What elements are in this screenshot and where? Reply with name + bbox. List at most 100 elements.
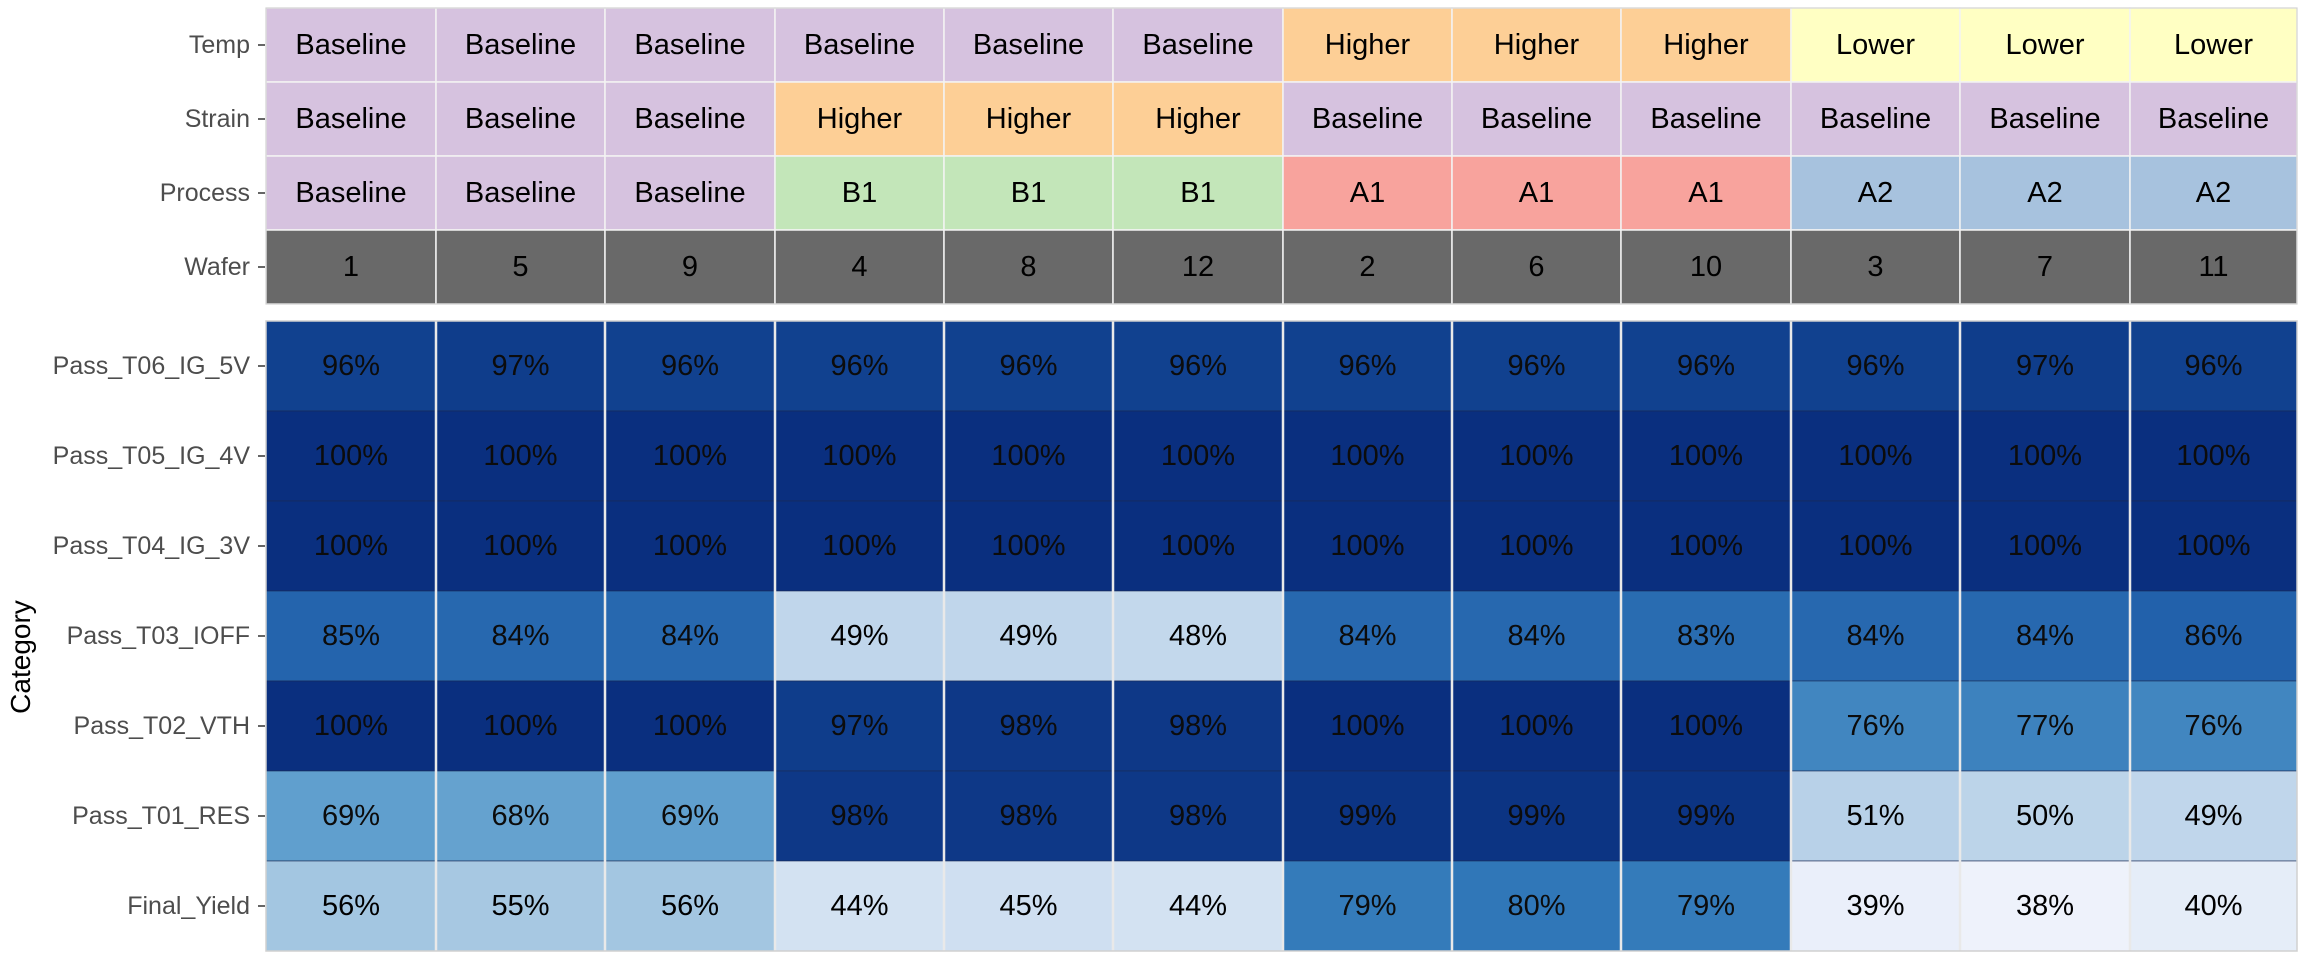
heatmap-cell bbox=[1451, 860, 1622, 952]
heatmap-cell bbox=[1790, 320, 1961, 412]
heatmap-value-label: 97% bbox=[491, 350, 549, 382]
heatmap-value-label: 44% bbox=[830, 890, 888, 922]
annotation-text-strain: Baseline bbox=[1312, 103, 1423, 135]
annotation-cell-process bbox=[2129, 155, 2298, 231]
annotation-cell-temp bbox=[774, 7, 945, 83]
y-axis-title: Category bbox=[5, 600, 36, 714]
annotation-cell-wafer bbox=[265, 229, 437, 305]
heatmap-cell bbox=[1790, 860, 1961, 952]
annotation-text-strain: Higher bbox=[1155, 103, 1241, 135]
heatmap-cell bbox=[2129, 500, 2298, 592]
annotation-cell-strain bbox=[774, 81, 945, 157]
heatmap-value-label: 100% bbox=[653, 440, 727, 472]
heatmap-value-label: 100% bbox=[1161, 530, 1235, 562]
annotation-cell-strain bbox=[943, 81, 1114, 157]
annotation-text-wafer: 4 bbox=[851, 251, 867, 283]
heatmap-value-label: 96% bbox=[661, 350, 719, 382]
annotation-text-process: B1 bbox=[1011, 177, 1046, 209]
heatmap-value-label: 44% bbox=[1169, 890, 1227, 922]
annotation-header: Baseline Baseline Baseline Baseline Baseline… bbox=[265, 7, 2298, 305]
annotation-cell-temp bbox=[265, 7, 437, 83]
heatmap-value-label: 99% bbox=[1507, 800, 1565, 832]
annotation-cell-temp bbox=[1451, 7, 1622, 83]
annotation-cell-wafer bbox=[1959, 229, 2131, 305]
heatmap-cell bbox=[1282, 770, 1453, 862]
annotation-cell-temp bbox=[1112, 7, 1284, 83]
row-labels: Temp Strain Process Wafer Pass_T06_IG_5V Pass… bbox=[53, 31, 265, 920]
heatmap-value-label: 55% bbox=[491, 890, 549, 922]
heatmap-value-label: 100% bbox=[1499, 530, 1573, 562]
annotation-label-strain: Strain bbox=[185, 105, 250, 133]
annotation-text-strain: Baseline bbox=[1481, 103, 1592, 135]
heatmap-cell bbox=[604, 320, 776, 412]
heatmap-cell bbox=[604, 770, 776, 862]
annotation-cell-strain bbox=[435, 81, 606, 157]
annotation-cell-wafer bbox=[1790, 229, 1961, 305]
heatmap-cell bbox=[1112, 500, 1284, 592]
annotation-text-temp: Lower bbox=[1836, 29, 1915, 61]
annotation-text-temp: Lower bbox=[2006, 29, 2085, 61]
annotation-text-process: A2 bbox=[1858, 177, 1893, 209]
heatmap-cell bbox=[2129, 320, 2298, 412]
heatmap-cell bbox=[1282, 590, 1453, 682]
heatmap-value-label: 100% bbox=[1838, 530, 1912, 562]
heatmap-cell bbox=[774, 680, 945, 772]
annotation-text-temp: Higher bbox=[1494, 29, 1580, 61]
heatmap-value-label: 100% bbox=[653, 710, 727, 742]
heatmap-value-label: 100% bbox=[1838, 440, 1912, 472]
heatmap-cell bbox=[2129, 770, 2298, 862]
annotation-text-strain: Higher bbox=[817, 103, 903, 135]
annotation-text-process: Baseline bbox=[295, 177, 406, 209]
heatmap-value-label: 96% bbox=[1507, 350, 1565, 382]
heatmap-value-label: 39% bbox=[1846, 890, 1904, 922]
heatmap-value-label: 80% bbox=[1507, 890, 1565, 922]
heatmap-value-label: 84% bbox=[1846, 620, 1904, 652]
heatmap-value-label: 83% bbox=[1677, 620, 1735, 652]
heatmap-value-label: 100% bbox=[2008, 440, 2082, 472]
heatmap-cell bbox=[1620, 770, 1792, 862]
annotation-text-temp: Baseline bbox=[465, 29, 576, 61]
category-label: Final_Yield bbox=[127, 892, 250, 920]
annotation-text-wafer: 2 bbox=[1359, 251, 1375, 283]
annotation-text-process: B1 bbox=[1180, 177, 1215, 209]
annotation-text-temp: Lower bbox=[2174, 29, 2253, 61]
annotation-cell-wafer bbox=[1282, 229, 1453, 305]
annotation-text-strain: Baseline bbox=[1989, 103, 2100, 135]
annotation-cell-wafer bbox=[2129, 229, 2298, 305]
heatmap-cell bbox=[604, 590, 776, 682]
heatmap-value-label: 84% bbox=[1338, 620, 1396, 652]
heatmap-value-label: 77% bbox=[2016, 710, 2074, 742]
annotation-text-temp: Higher bbox=[1325, 29, 1411, 61]
category-label: Pass_T04_IG_3V bbox=[53, 532, 251, 560]
heatmap-cell bbox=[1112, 320, 1284, 412]
annotation-cell-process bbox=[943, 155, 1114, 231]
annotation-text-strain: Baseline bbox=[634, 103, 745, 135]
annotation-text-strain: Higher bbox=[986, 103, 1072, 135]
annotation-text-temp: Baseline bbox=[804, 29, 915, 61]
heatmap-value-label: 96% bbox=[1677, 350, 1735, 382]
heatmap-cell bbox=[774, 410, 945, 502]
heatmap-cell bbox=[1282, 320, 1453, 412]
annotation-text-temp: Baseline bbox=[973, 29, 1084, 61]
heatmap-cell bbox=[1620, 590, 1792, 682]
heatmap-value-label: 100% bbox=[1669, 440, 1743, 472]
heatmap-cell bbox=[435, 500, 606, 592]
heatmap-value-label: 84% bbox=[1507, 620, 1565, 652]
heatmap-cell bbox=[1451, 410, 1622, 502]
heatmap-cell bbox=[604, 410, 776, 502]
heatmap-cell bbox=[1451, 770, 1622, 862]
heatmap-value-label: 49% bbox=[2184, 800, 2242, 832]
annotation-text-strain: Baseline bbox=[1820, 103, 1931, 135]
annotation-cell-temp bbox=[2129, 7, 2298, 83]
heatmap-cell bbox=[1282, 680, 1453, 772]
heatmap-value-label: 98% bbox=[999, 800, 1057, 832]
annotation-text-process: A1 bbox=[1688, 177, 1723, 209]
heatmap-cell bbox=[1790, 590, 1961, 682]
annotation-text-wafer: 10 bbox=[1690, 251, 1722, 283]
heatmap-value-label: 100% bbox=[1499, 440, 1573, 472]
heatmap-value-label: 100% bbox=[1499, 710, 1573, 742]
heatmap-value-label: 85% bbox=[322, 620, 380, 652]
heatmap-value-label: 69% bbox=[661, 800, 719, 832]
annotation-cell-strain bbox=[1112, 81, 1284, 157]
